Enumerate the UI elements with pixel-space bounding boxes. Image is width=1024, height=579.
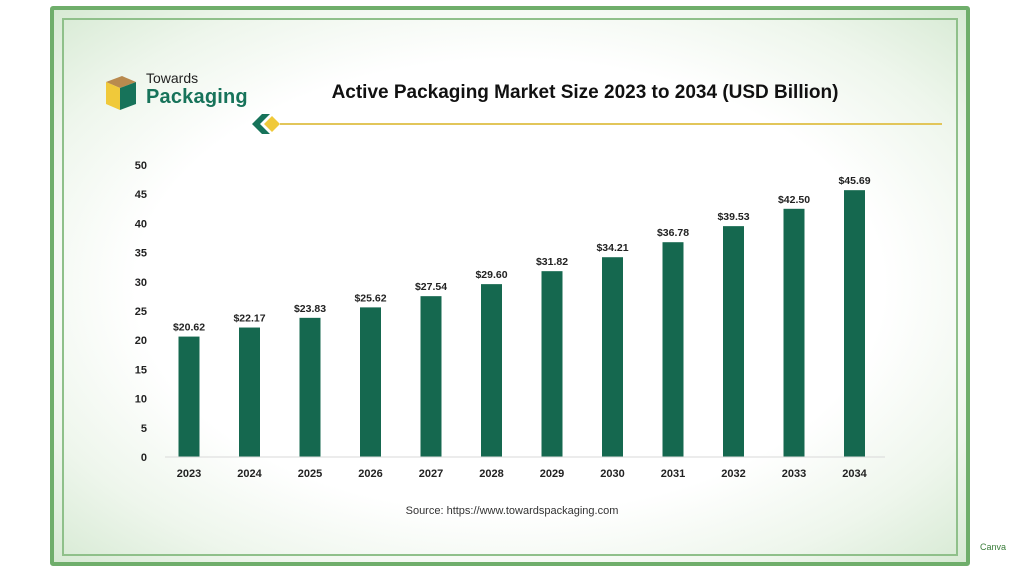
data-label-2025: $23.83 <box>294 303 326 315</box>
inner-frame <box>62 18 958 556</box>
bar-2032 <box>723 226 744 457</box>
x-tick-label-2027: 2027 <box>419 468 443 480</box>
y-tick-label: 10 <box>135 394 147 406</box>
y-tick-label: 45 <box>135 189 147 201</box>
x-tick-label-2030: 2030 <box>600 468 624 480</box>
data-label-2034: $45.69 <box>838 175 870 187</box>
x-tick-label-2028: 2028 <box>479 468 503 480</box>
y-tick-label: 35 <box>135 248 147 260</box>
brand-logo: Towards Packaging <box>100 70 260 112</box>
x-tick-label-2029: 2029 <box>540 468 564 480</box>
x-tick-label-2023: 2023 <box>177 468 201 480</box>
y-axis: 0 5 10 15 20 25 30 35 40 45 50 <box>135 160 147 464</box>
data-label-2023: $20.62 <box>173 322 205 334</box>
data-label-2030: $34.21 <box>596 242 628 254</box>
x-tick-label-2025: 2025 <box>298 468 322 480</box>
brand-name-line2: Packaging <box>146 86 248 108</box>
bars: $20.62 $22.17 $23.83 $25.62 $27.54 $29.60 $31.… <box>173 175 871 457</box>
bar-2025 <box>299 317 321 457</box>
outer-frame <box>50 6 970 566</box>
x-tick-label-2034: 2034 <box>842 468 867 480</box>
bar-2034 <box>844 190 865 457</box>
x-tick-label-2026: 2026 <box>358 468 382 480</box>
bar-2024 <box>239 327 260 457</box>
y-tick-label: 20 <box>135 335 147 347</box>
y-tick-label: 15 <box>135 364 147 376</box>
bar-2030 <box>602 257 623 457</box>
x-tick-label-2031: 2031 <box>661 468 685 480</box>
data-label-2031: $36.78 <box>657 227 689 239</box>
brand-name-line1: Towards <box>146 70 199 86</box>
data-label-2024: $22.17 <box>233 313 265 325</box>
data-label-2026: $25.62 <box>354 292 386 304</box>
data-label-2032: $39.53 <box>717 211 749 223</box>
y-tick-label: 5 <box>141 423 147 435</box>
x-tick-label-2024: 2024 <box>237 468 262 480</box>
title-divider <box>252 114 942 134</box>
y-tick-label: 0 <box>141 452 147 464</box>
bar-2031 <box>662 242 684 457</box>
bar-2029 <box>541 271 563 457</box>
bar-2027 <box>420 296 442 457</box>
bar-2028 <box>481 284 502 457</box>
data-label-2028: $29.60 <box>475 269 507 281</box>
y-tick-label: 30 <box>135 277 147 289</box>
y-tick-label: 50 <box>135 160 147 172</box>
canva-watermark: Canva <box>980 542 1007 552</box>
bar-2023 <box>178 336 200 457</box>
x-tick-label-2032: 2032 <box>721 468 745 480</box>
chevron-icon <box>252 114 270 134</box>
cube-icon <box>106 76 136 110</box>
diamond-icon <box>264 116 280 132</box>
data-label-2027: $27.54 <box>415 281 447 293</box>
bar-2026 <box>360 307 381 457</box>
bar-2033 <box>783 208 805 457</box>
data-label-2029: $31.82 <box>536 256 568 268</box>
x-axis: 2023 2024 2025 2026 2027 2028 2029 2030 2031 2032… <box>165 456 885 480</box>
y-tick-label: 40 <box>135 218 147 230</box>
data-label-2033: $42.50 <box>778 194 810 206</box>
y-tick-label: 25 <box>135 306 147 318</box>
x-tick-label-2033: 2033 <box>782 468 806 480</box>
chart-title: Active Packaging Market Size 2023 to 203… <box>331 82 839 103</box>
source-note: Source: https://www.towardspackaging.com <box>405 505 619 517</box>
